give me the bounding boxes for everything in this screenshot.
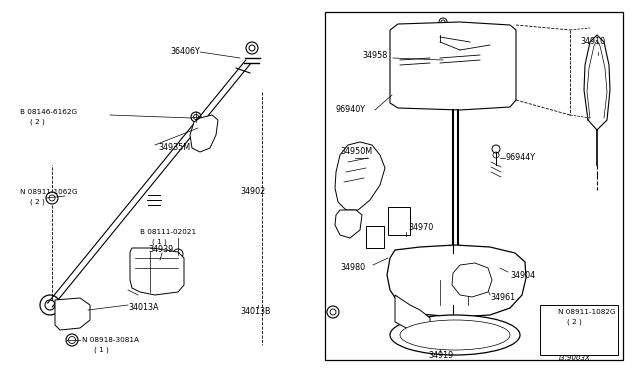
Ellipse shape xyxy=(400,320,510,350)
Text: ( 1 ): ( 1 ) xyxy=(94,347,109,353)
Text: 96944Y: 96944Y xyxy=(505,154,535,163)
Polygon shape xyxy=(395,295,430,332)
Text: N 08918-3081A: N 08918-3081A xyxy=(82,337,139,343)
Text: 34961: 34961 xyxy=(490,294,515,302)
Text: 34919: 34919 xyxy=(428,350,453,359)
Polygon shape xyxy=(335,210,362,238)
Polygon shape xyxy=(452,263,492,297)
Text: ( 1 ): ( 1 ) xyxy=(152,239,167,245)
Polygon shape xyxy=(335,142,385,210)
Text: ( 2 ): ( 2 ) xyxy=(567,319,582,325)
Polygon shape xyxy=(55,298,90,330)
Text: J3:9003X: J3:9003X xyxy=(558,355,589,361)
Text: 34935M: 34935M xyxy=(158,144,190,153)
Text: 34013A: 34013A xyxy=(128,304,159,312)
Text: 96940Y: 96940Y xyxy=(335,106,365,115)
Text: 34013B: 34013B xyxy=(240,308,271,317)
Bar xyxy=(388,207,410,235)
Polygon shape xyxy=(387,245,526,317)
Bar xyxy=(325,12,623,360)
Ellipse shape xyxy=(390,315,520,355)
Text: 34980: 34980 xyxy=(340,263,365,273)
Bar xyxy=(540,305,618,355)
Polygon shape xyxy=(190,115,218,152)
Text: 34904: 34904 xyxy=(510,270,535,279)
Text: 34958: 34958 xyxy=(362,51,387,60)
Text: 34910: 34910 xyxy=(580,38,605,46)
Text: 36406Y: 36406Y xyxy=(170,48,200,57)
Text: N 08911-1062G: N 08911-1062G xyxy=(20,189,77,195)
Text: B 08146-6162G: B 08146-6162G xyxy=(20,109,77,115)
Text: ( 2 ): ( 2 ) xyxy=(30,199,45,205)
Text: B 08111-02021: B 08111-02021 xyxy=(140,229,196,235)
Text: N 08911-1082G: N 08911-1082G xyxy=(558,309,616,315)
Text: 34950M: 34950M xyxy=(340,148,372,157)
Text: ( 2 ): ( 2 ) xyxy=(30,119,45,125)
Text: 34970: 34970 xyxy=(408,224,433,232)
Text: 34902: 34902 xyxy=(240,187,265,196)
Bar xyxy=(366,226,384,248)
Text: 34939: 34939 xyxy=(148,246,173,254)
Polygon shape xyxy=(390,22,516,110)
Polygon shape xyxy=(130,248,184,295)
